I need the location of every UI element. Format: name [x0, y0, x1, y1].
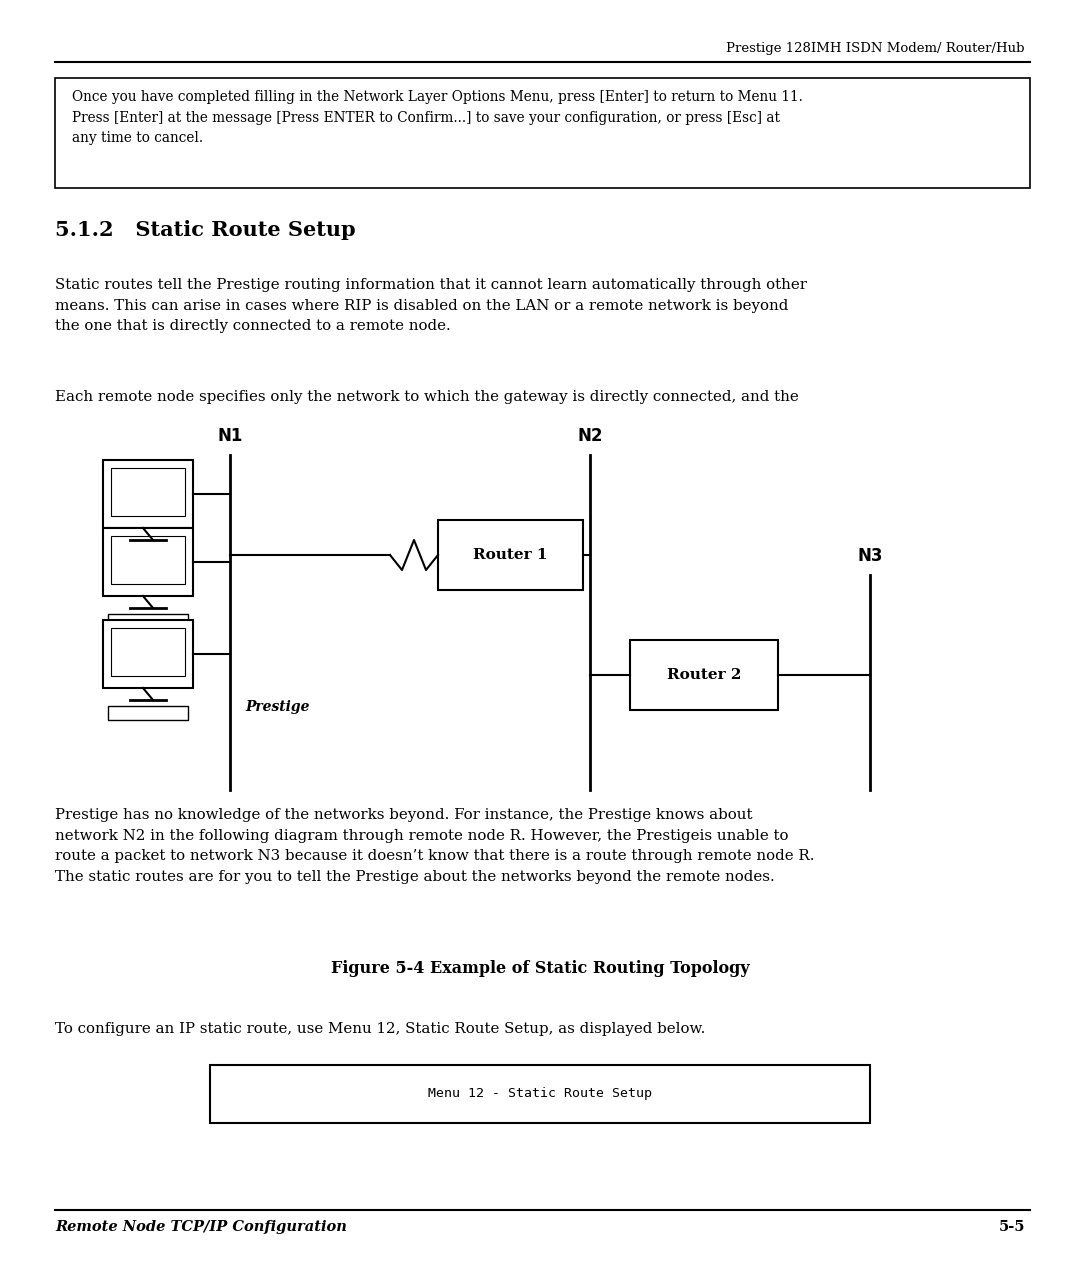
Text: N3: N3 [858, 547, 882, 565]
Text: Menu 12 - Static Route Setup: Menu 12 - Static Route Setup [428, 1088, 652, 1100]
Text: Router 2: Router 2 [666, 667, 741, 681]
Bar [210, 1065, 870, 1123]
Text: Remote Node TCP/IP Configuration: Remote Node TCP/IP Configuration [55, 1220, 347, 1234]
Text: Prestige has no knowledge of the networks beyond. For instance, the Prestige kno: Prestige has no knowledge of the network… [55, 808, 814, 884]
Bar [103, 460, 193, 528]
Bar [103, 528, 193, 596]
Bar [630, 640, 778, 710]
Text: To configure an IP static route, use Menu 12, Static Route Setup, as displayed b: To configure an IP static route, use Men… [55, 1022, 705, 1036]
Text: Static routes tell the Prestige routing information that it cannot learn automat: Static routes tell the Prestige routing … [55, 278, 807, 333]
Text: 5.1.2   Static Route Setup: 5.1.2 Static Route Setup [55, 220, 355, 240]
Text: N2: N2 [577, 427, 603, 445]
Bar [108, 614, 188, 628]
Text: Each remote node specifies only the network to which the gateway is directly con: Each remote node specifies only the netw… [55, 389, 799, 404]
Bar [108, 546, 188, 560]
Bar [438, 520, 583, 591]
Text: Prestige: Prestige [245, 699, 310, 714]
Text: 5-5: 5-5 [999, 1220, 1025, 1234]
Bar [103, 620, 193, 688]
Bar [108, 706, 188, 720]
Bar [111, 468, 185, 516]
Text: Figure 5-4 Example of Static Routing Topology: Figure 5-4 Example of Static Routing Top… [330, 959, 750, 977]
Text: Router 1: Router 1 [473, 548, 548, 562]
Bar [111, 628, 185, 676]
Bar [55, 78, 1030, 188]
Text: Once you have completed filling in the Network Layer Options Menu, press [Enter]: Once you have completed filling in the N… [72, 90, 802, 145]
Text: Prestige 128IMH ISDN Modem/ Router/Hub: Prestige 128IMH ISDN Modem/ Router/Hub [727, 42, 1025, 55]
Text: N1: N1 [217, 427, 243, 445]
Bar [111, 535, 185, 584]
